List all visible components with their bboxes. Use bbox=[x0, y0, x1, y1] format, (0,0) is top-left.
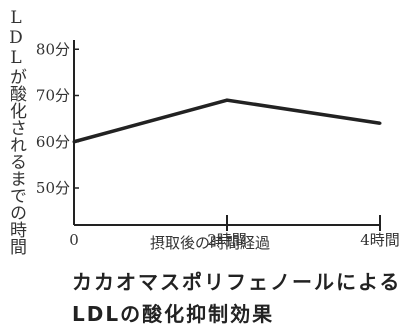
x-tick-label: 4時間 bbox=[360, 231, 400, 249]
y-tick-label: 60分 bbox=[36, 133, 70, 151]
y-tick-label: 80分 bbox=[36, 40, 70, 58]
data-point bbox=[378, 121, 382, 125]
x-tick-label: 0 bbox=[69, 231, 79, 249]
y-ticks: 50分 60分 70分 80分 bbox=[36, 40, 79, 197]
y-axis-label: LDLが酸化されるまでの時間 bbox=[6, 8, 26, 255]
y-tick-label: 50分 bbox=[36, 179, 70, 197]
x-axis-label: 摂取後の時間経過 bbox=[150, 234, 271, 252]
y-tick-label: 70分 bbox=[36, 87, 70, 105]
axes bbox=[73, 40, 380, 226]
data-point bbox=[225, 98, 229, 102]
x-ticks: 0 2時間 4時間 bbox=[69, 215, 400, 249]
series-line bbox=[73, 98, 381, 144]
data-point bbox=[72, 140, 76, 144]
figure-caption-line2: LDLの酸化抑制効果 bbox=[72, 302, 275, 326]
figure-caption-line1: カカオマスポリフェノールによる bbox=[72, 270, 402, 294]
series-group bbox=[72, 98, 382, 144]
x-tick-label: 2時間 bbox=[207, 231, 247, 249]
